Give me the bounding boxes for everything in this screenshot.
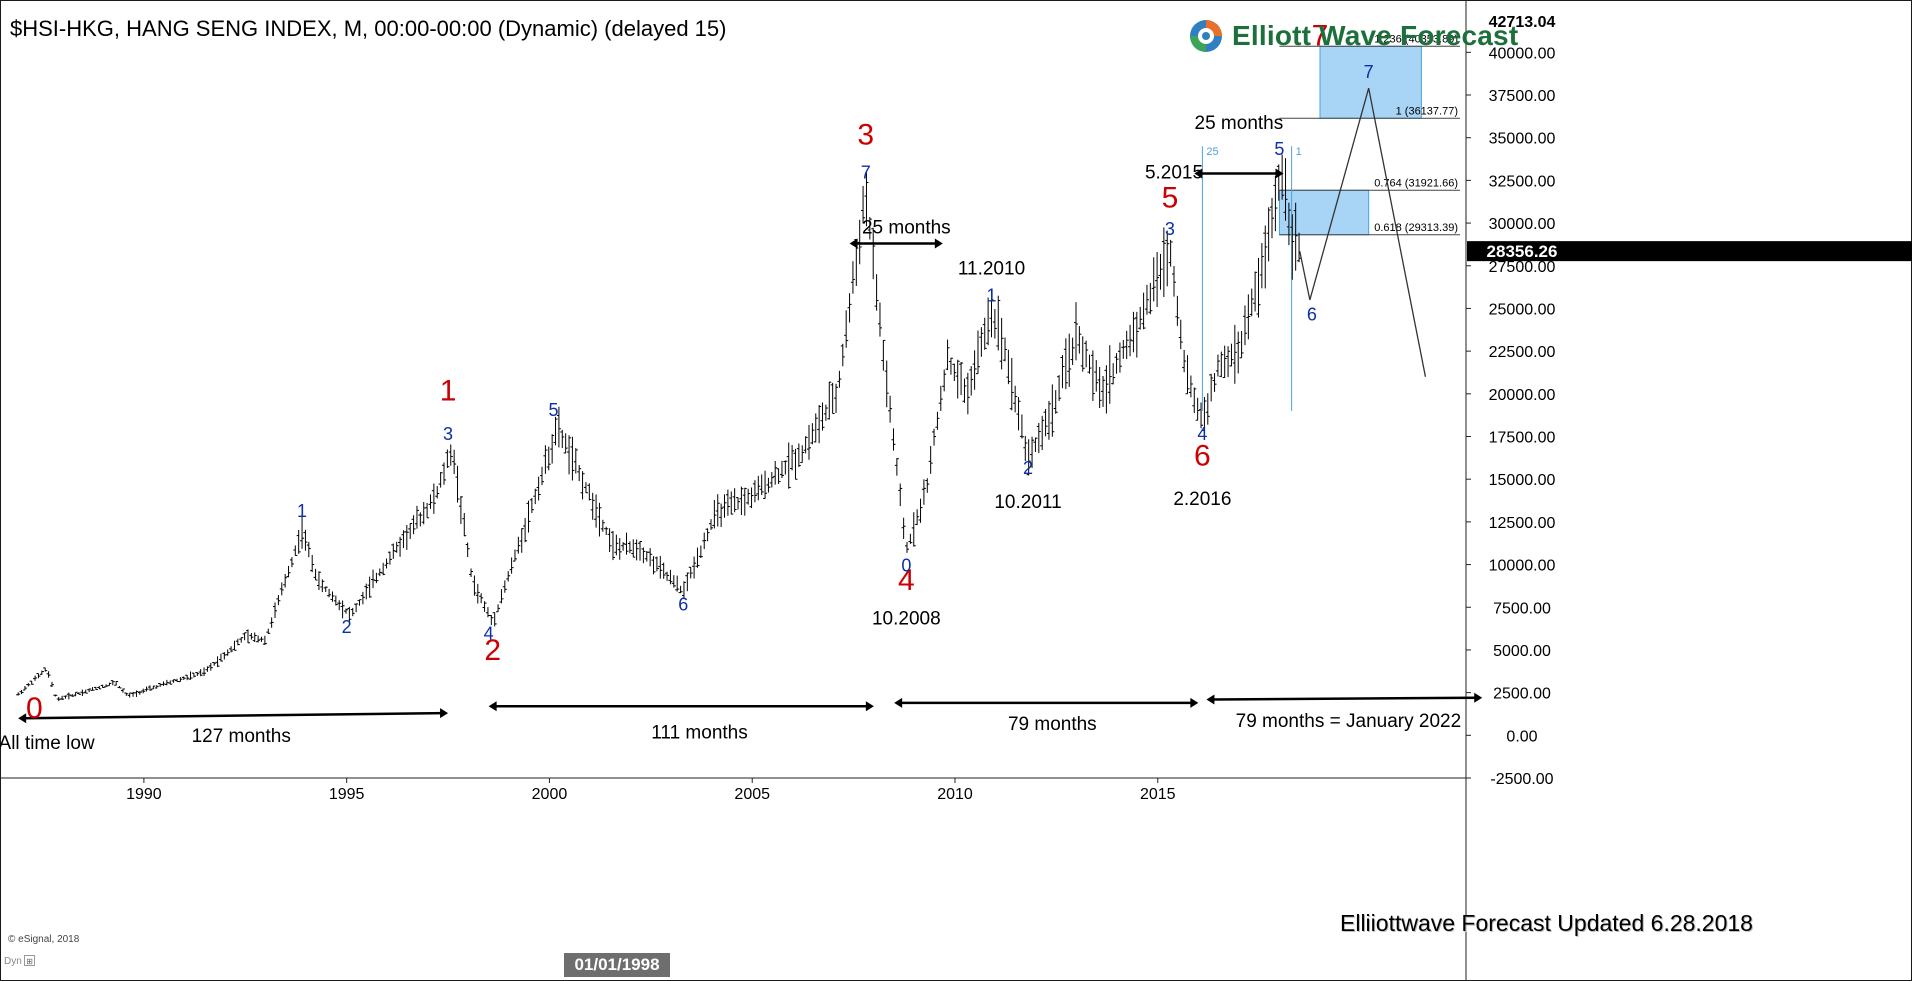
time-arrow-head xyxy=(1275,168,1284,179)
time-arrow-head xyxy=(1190,697,1199,708)
cycle-label: 1 xyxy=(1296,146,1302,158)
projection-path xyxy=(1299,88,1427,377)
wave-label-minor: 0 xyxy=(901,555,911,575)
time-arrow-head xyxy=(440,708,449,719)
fib-level-label: 1 (36137.77) xyxy=(1396,105,1458,117)
wave-label-minor: 4 xyxy=(1197,424,1207,444)
time-arrow-head xyxy=(934,238,943,249)
y-tick-label: 32500.00 xyxy=(1489,173,1556,190)
updated-note: Elliiottwave Forecast Updated 6.28.2018 xyxy=(1340,910,1753,936)
x-tick-label: 2000 xyxy=(532,786,568,803)
brand-logo: Elliott Wave Forecast xyxy=(1188,18,1518,54)
wave-label-minor: 4 xyxy=(484,624,494,644)
y-tick-label: 10000.00 xyxy=(1489,558,1556,575)
wave-label-minor: 6 xyxy=(678,595,688,615)
wave-label-major: 2 xyxy=(484,634,501,667)
y-tick-label: 22500.00 xyxy=(1489,344,1556,361)
y-tick-label: 30000.00 xyxy=(1489,216,1556,233)
wave-label-minor: 5 xyxy=(1274,139,1284,159)
top-price-label: 42713.04 xyxy=(1489,14,1556,31)
brand-name: Elliott Wave Forecast xyxy=(1232,20,1519,51)
time-arrow-head xyxy=(894,697,903,708)
chart-annotation: 10.2008 xyxy=(872,608,941,629)
time-arrow-head xyxy=(1194,168,1203,179)
y-tick-label: 25000.00 xyxy=(1489,301,1556,318)
chart-annotation: 127 months xyxy=(192,726,291,747)
chart-annotation: 111 months xyxy=(651,723,747,744)
x-tick-label: 1990 xyxy=(126,786,162,803)
wave-label-major: 5 xyxy=(1162,182,1179,215)
x-tick-label: 2010 xyxy=(937,786,973,803)
wave-label-minor: 7 xyxy=(861,163,871,183)
y-tick-label: 0.00 xyxy=(1506,728,1537,745)
chart-annotation: 10.2011 xyxy=(994,492,1061,513)
wave-label-major: 3 xyxy=(857,119,874,152)
wave-label-minor: 1 xyxy=(297,501,307,521)
time-arrow xyxy=(1212,696,1477,701)
cycle-label: 25 xyxy=(1206,146,1218,158)
time-arrow-head xyxy=(849,238,858,249)
x-tick-label: 2015 xyxy=(1140,786,1176,803)
y-tick-label: 35000.00 xyxy=(1489,131,1556,148)
fib-level-label: 0.764 (31921.66) xyxy=(1374,177,1458,189)
wave-label-minor: 2 xyxy=(342,617,352,637)
chart-annotation: 79 months = January 2022 xyxy=(1236,711,1462,732)
time-arrow-head xyxy=(865,701,874,712)
wave-label-minor: 3 xyxy=(443,424,453,444)
fib-level-label: 1.236 (40353.89) xyxy=(1374,33,1458,45)
fib-level-label: 0.618 (29313.39) xyxy=(1374,222,1458,234)
wave-label-major: 6 xyxy=(1194,440,1211,473)
y-tick-label: 2500.00 xyxy=(1493,686,1551,703)
x-tick-label: 1995 xyxy=(329,786,365,803)
chart-annotation: 25 months xyxy=(862,217,951,238)
dyn-toggle-button[interactable]: ⊞ xyxy=(24,955,35,966)
copyright-note: © eSignal, 2018 xyxy=(8,934,80,945)
last-price-tag xyxy=(1467,241,1912,262)
chart-annotation: All time low xyxy=(0,733,95,754)
y-tick-label: 15000.00 xyxy=(1489,472,1556,489)
wave-label-minor: 3 xyxy=(1165,219,1175,239)
chart-annotation: 11.2010 xyxy=(958,258,1025,279)
y-tick-label: 20000.00 xyxy=(1489,387,1556,404)
chart-annotation: 25 months xyxy=(1195,113,1284,134)
time-arrow-head xyxy=(488,701,497,712)
wave-label-minor: 6 xyxy=(1307,304,1317,324)
time-arrow-head xyxy=(1474,692,1483,703)
y-tick-label: 37500.00 xyxy=(1489,88,1556,105)
wave-label-major: 4 xyxy=(898,564,915,597)
dyn-label: Dyn xyxy=(4,956,22,967)
time-arrow-head xyxy=(1206,694,1215,705)
cursor-date-tag: 01/01/1998 xyxy=(564,953,670,977)
y-tick-label: 5000.00 xyxy=(1493,643,1551,660)
wave-label-minor: 7 xyxy=(1364,62,1374,82)
wave-label-minor: 2 xyxy=(1023,458,1033,478)
y-tick-label: 7500.00 xyxy=(1493,600,1551,617)
y-tick-label: 27500.00 xyxy=(1489,259,1556,276)
wave-label-major: 7 xyxy=(1312,19,1329,52)
y-tick-label: -2500.00 xyxy=(1490,771,1553,788)
y-tick-label: 12500.00 xyxy=(1489,515,1556,532)
time-arrow xyxy=(24,711,443,720)
wave-label-major: 1 xyxy=(440,375,457,408)
y-tick-label: 17500.00 xyxy=(1489,430,1556,447)
chart-title: $HSI-HKG, HANG SENG INDEX, M, 00:00-00:0… xyxy=(10,16,727,41)
wave-label-minor: 1 xyxy=(986,286,996,306)
chart-annotation: 2.2016 xyxy=(1173,489,1231,510)
target-box xyxy=(1278,189,1370,236)
last-price-label: 28356.26 xyxy=(1487,242,1558,261)
wave-label-minor: 5 xyxy=(548,400,558,420)
elliott-logo-icon xyxy=(1190,20,1222,52)
time-arrow-head xyxy=(18,713,27,724)
y-tick-label: 40000.00 xyxy=(1489,45,1556,62)
target-box xyxy=(1319,45,1422,119)
chart-annotation: 5.2015 xyxy=(1145,163,1203,184)
wave-label-major: 0 xyxy=(26,692,43,725)
chart-annotation: 79 months xyxy=(1008,714,1097,735)
x-tick-label: 2005 xyxy=(734,786,770,803)
